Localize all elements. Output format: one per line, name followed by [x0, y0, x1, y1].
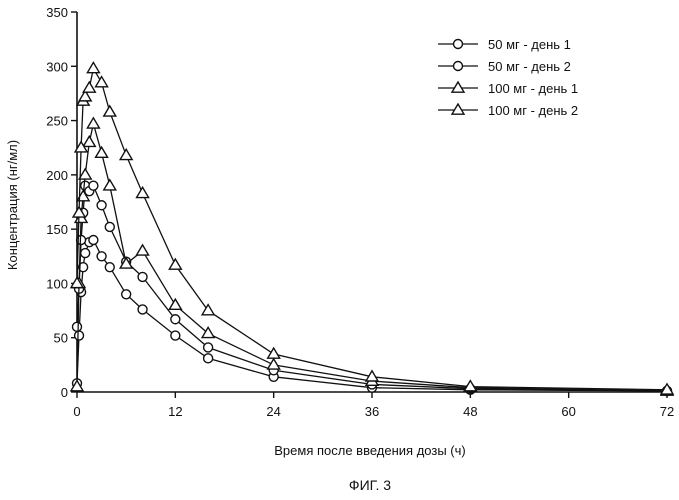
x-tick-label: 12 [168, 404, 182, 419]
legend-item: 100 мг - день 2 [438, 103, 578, 118]
data-point-circle [89, 181, 98, 190]
data-point-circle [73, 322, 82, 331]
data-point-triangle [268, 348, 280, 358]
data-point-circle [97, 201, 106, 210]
y-tick-label: 0 [61, 385, 68, 400]
data-point-triangle [104, 180, 116, 190]
data-point-triangle [169, 259, 181, 269]
legend-item: 50 мг - день 2 [438, 59, 571, 74]
data-point-circle [138, 305, 147, 314]
legend-label: 50 мг - день 2 [488, 59, 571, 74]
y-tick-label: 100 [46, 276, 68, 291]
data-point-circle [138, 272, 147, 281]
data-point-triangle [452, 104, 464, 114]
data-point-circle [454, 40, 463, 49]
data-point-triangle [137, 245, 149, 255]
data-point-triangle [96, 147, 108, 157]
y-tick-label: 200 [46, 168, 68, 183]
x-tick-label: 36 [365, 404, 379, 419]
y-ticks: 0 50 100 150 200 250 300 350 [46, 5, 77, 400]
y-tick-label: 250 [46, 114, 68, 129]
y-tick-label: 350 [46, 5, 68, 20]
x-ticks: 0 12 24 36 48 60 72 [73, 392, 674, 419]
data-point-circle [75, 331, 84, 340]
series-layer [71, 62, 673, 395]
series-line [77, 124, 667, 391]
series-4 [71, 62, 673, 394]
x-tick-label: 24 [266, 404, 280, 419]
data-point-triangle [104, 106, 116, 116]
series-2 [73, 181, 672, 395]
series-3 [71, 118, 673, 395]
data-point-triangle [202, 305, 214, 315]
y-tick-label: 300 [46, 59, 68, 74]
data-point-circle [204, 354, 213, 363]
data-point-circle [89, 236, 98, 245]
x-axis-title: Время после введения дозы (ч) [274, 443, 465, 458]
data-point-circle [105, 263, 114, 272]
data-point-triangle [268, 359, 280, 369]
data-point-triangle [83, 82, 95, 92]
x-tick-label: 0 [73, 404, 80, 419]
legend-label: 50 мг - день 1 [488, 37, 571, 52]
legend-label: 100 мг - день 2 [488, 103, 578, 118]
data-point-circle [105, 222, 114, 231]
data-point-circle [454, 62, 463, 71]
x-tick-label: 48 [463, 404, 477, 419]
x-tick-label: 72 [660, 404, 674, 419]
data-point-circle [97, 252, 106, 261]
data-point-triangle [87, 62, 99, 72]
data-point-circle [122, 290, 131, 299]
data-point-triangle [96, 77, 108, 87]
legend-item: 100 мг - день 1 [438, 81, 578, 96]
y-axis-title: Концентрация (нг/мл) [5, 140, 20, 270]
data-point-circle [81, 249, 90, 258]
y-tick-label: 50 [54, 331, 68, 346]
series-line [77, 240, 667, 391]
chart: 0 50 100 150 200 250 300 350 0 12 24 36 48 60 72 Конц… [0, 0, 679, 500]
series-line [77, 69, 667, 390]
data-point-triangle [169, 299, 181, 309]
data-point-triangle [120, 149, 132, 159]
data-point-triangle [452, 82, 464, 92]
y-tick-label: 150 [46, 222, 68, 237]
data-point-circle [204, 343, 213, 352]
data-point-triangle [87, 118, 99, 128]
data-point-triangle [137, 187, 149, 197]
data-point-circle [171, 315, 180, 324]
figure-caption: ФИГ. 3 [349, 477, 391, 493]
legend-label: 100 мг - день 1 [488, 81, 578, 96]
legend-item: 50 мг - день 1 [438, 37, 571, 52]
x-tick-label: 60 [561, 404, 575, 419]
data-point-triangle [202, 327, 214, 337]
legend: 50 мг - день 1 50 мг - день 2 100 мг - ден… [438, 37, 578, 118]
plot-area: 0 50 100 150 200 250 300 350 0 12 24 36 48 60 72 [46, 5, 674, 419]
data-point-triangle [83, 136, 95, 146]
data-point-circle [171, 331, 180, 340]
